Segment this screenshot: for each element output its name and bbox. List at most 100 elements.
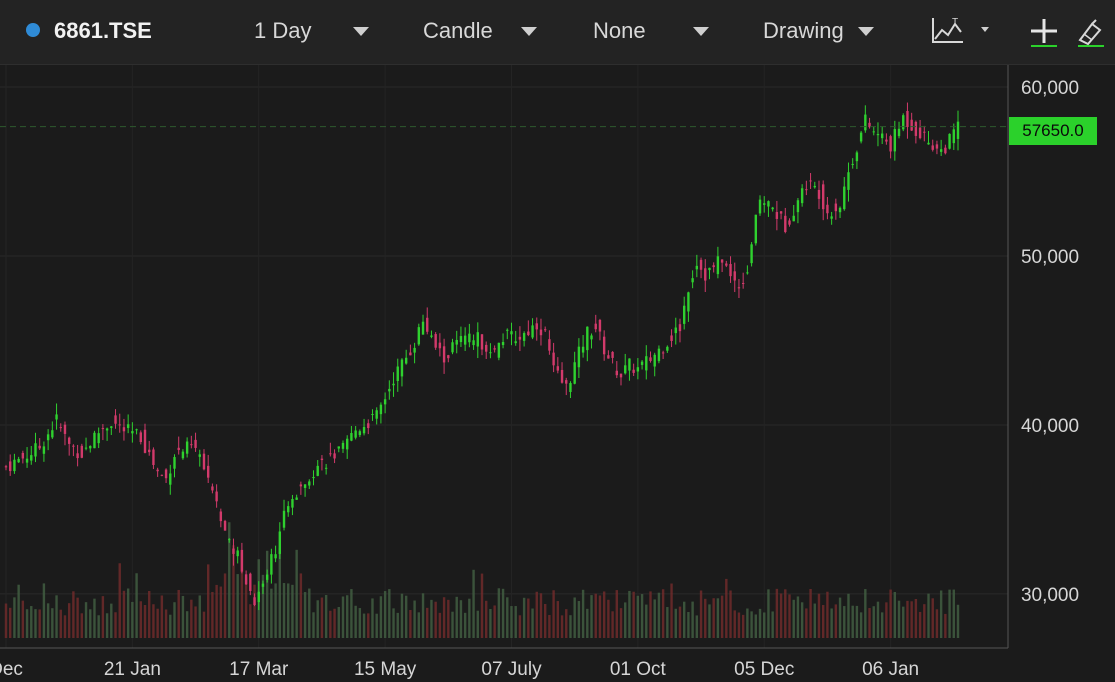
candle-body xyxy=(396,366,399,381)
volume-bar xyxy=(687,612,690,638)
candle-body xyxy=(729,264,732,277)
volume-bar xyxy=(299,573,303,638)
crosshair-button[interactable] xyxy=(1027,16,1061,53)
candle-body xyxy=(249,573,252,591)
volume-bar xyxy=(59,609,62,638)
volume-bar xyxy=(244,577,248,638)
volume-bar xyxy=(202,611,206,638)
candle-body xyxy=(493,348,496,350)
candle-body xyxy=(72,445,75,447)
candle-body xyxy=(350,433,353,441)
volume-bar xyxy=(935,609,939,638)
candle-body xyxy=(126,424,130,428)
candle-body xyxy=(4,466,8,468)
volume-bar xyxy=(691,601,694,638)
candle-body xyxy=(46,434,50,441)
volume-bar xyxy=(447,599,450,638)
volume-bar xyxy=(42,583,46,638)
volume-bar xyxy=(649,591,652,638)
volume-bar xyxy=(181,595,185,638)
volume-bar xyxy=(493,605,496,638)
volume-bar xyxy=(923,604,926,638)
candle-body xyxy=(240,549,244,572)
candle-body xyxy=(771,207,774,210)
candle-body xyxy=(725,263,728,266)
candle-body xyxy=(741,283,745,285)
candle-body xyxy=(97,433,100,444)
volume-bar xyxy=(223,573,227,638)
candle-body xyxy=(25,458,29,463)
volume-bar xyxy=(110,603,113,638)
volume-bar xyxy=(143,604,147,638)
volume-bar xyxy=(527,598,530,638)
candle-body xyxy=(278,531,282,554)
symbol-label[interactable]: 6861.TSE xyxy=(54,18,152,43)
candle-body xyxy=(661,352,665,354)
candle-body xyxy=(143,429,147,453)
candle-body xyxy=(295,497,298,500)
volume-bar xyxy=(404,595,408,638)
volume-bar xyxy=(400,593,404,638)
volume-bar xyxy=(956,604,960,638)
candle-body xyxy=(236,550,239,557)
candle-body xyxy=(38,445,41,449)
candle-body xyxy=(472,340,475,346)
volume-bar xyxy=(303,592,307,638)
indicator-dropdown[interactable]: None xyxy=(593,18,709,44)
volume-bar xyxy=(822,605,825,638)
drawing-tool-button[interactable] xyxy=(1074,16,1108,53)
volume-bar xyxy=(177,589,180,638)
candle-body xyxy=(392,383,395,386)
candle-body xyxy=(674,327,677,334)
candle-body xyxy=(324,467,328,469)
candle-body xyxy=(253,597,256,605)
volume-bar xyxy=(131,601,134,638)
candle-body xyxy=(522,333,526,341)
candle-body xyxy=(939,149,943,152)
volume-bar xyxy=(598,595,602,638)
drawing-dropdown[interactable]: Drawing xyxy=(763,18,874,44)
candle-body xyxy=(948,133,951,149)
candle-body xyxy=(619,373,623,378)
volume-bar xyxy=(737,612,741,638)
volume-bar xyxy=(206,564,210,638)
candle-body xyxy=(447,355,450,359)
candle-body xyxy=(720,259,724,263)
price-chart[interactable]: 60,000 50,000 40,000 30,000 Dec 21 Jan 17 Mar 1… xyxy=(0,65,1115,682)
volume-bar xyxy=(135,573,138,638)
candle-body xyxy=(548,339,551,351)
volume-bar xyxy=(240,552,244,638)
volume-bar xyxy=(645,604,648,638)
volume-bar xyxy=(118,563,121,638)
candle-body xyxy=(805,189,808,191)
volume-bar xyxy=(784,589,787,638)
candle-body xyxy=(699,259,703,270)
candle-body xyxy=(244,574,248,585)
toolbar: 6861.TSE 1 Day Candle None Drawing T xyxy=(0,0,1115,65)
candle-body xyxy=(485,344,488,352)
candle-body xyxy=(274,554,277,559)
volume-bar xyxy=(758,608,762,638)
volume-bar xyxy=(324,595,328,638)
volume-bar xyxy=(63,615,67,638)
candle-body xyxy=(640,361,644,365)
volume-bar xyxy=(767,589,770,638)
candle-body xyxy=(169,473,172,485)
candle-body xyxy=(687,292,690,312)
candle-body xyxy=(261,583,265,587)
chart-style-dropdown[interactable]: Candle xyxy=(423,18,537,44)
candle-body xyxy=(388,388,391,392)
candle-body xyxy=(468,333,471,343)
volume-bar xyxy=(809,588,812,638)
chart-area[interactable]: 60,000 50,000 40,000 30,000 Dec 21 Jan 17 Mar 1… xyxy=(0,65,1115,682)
volume-bar xyxy=(194,606,197,638)
volume-bar xyxy=(704,598,707,638)
volume-bar xyxy=(830,608,833,638)
candle-body xyxy=(880,133,884,139)
candle-body xyxy=(80,445,84,458)
chart-type-button[interactable]: T xyxy=(930,14,1000,53)
candle-body xyxy=(817,189,821,199)
interval-dropdown[interactable]: 1 Day xyxy=(254,18,370,44)
volume-bar xyxy=(312,612,315,638)
candle-body xyxy=(139,432,142,443)
